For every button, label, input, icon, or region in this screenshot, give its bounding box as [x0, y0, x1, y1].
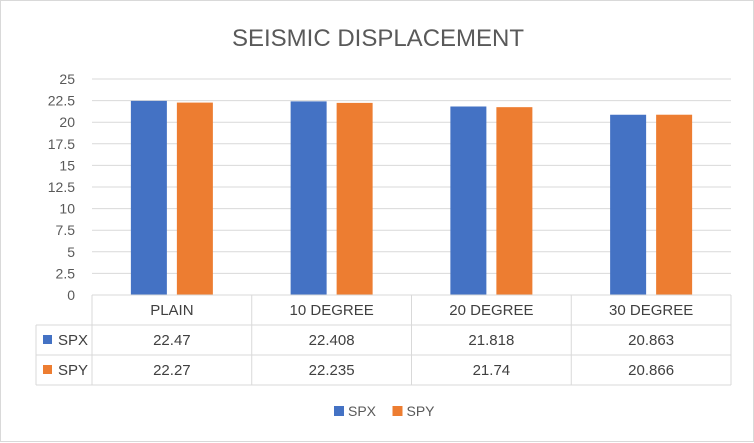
y-tick-label: 2.5 [56, 265, 76, 281]
data-value: 20.863 [628, 332, 674, 349]
legend-swatch-spx [334, 406, 344, 416]
bar-spx-2 [450, 106, 487, 295]
bar-spy-1 [336, 102, 373, 295]
category-label: PLAIN [150, 302, 193, 319]
y-tick-label: 10 [59, 201, 75, 217]
data-value: 21.818 [468, 332, 514, 349]
bar-spx-3 [610, 114, 647, 295]
y-tick-label: 15 [59, 157, 75, 173]
series-label: SPY [58, 362, 88, 379]
legend-key-spx [43, 335, 52, 344]
legend-label: SPY [407, 403, 436, 419]
chart-title: SEISMIC DISPLACEMENT [232, 25, 524, 52]
legend-key-spy [43, 365, 52, 374]
series-label: SPX [58, 332, 88, 349]
y-tick-label: 20 [59, 114, 75, 130]
legend-swatch-spy [392, 406, 403, 416]
bar-spy-0 [176, 102, 213, 296]
bar-spy-2 [496, 107, 533, 295]
y-tick-label: 7.5 [56, 222, 76, 238]
y-tick-label: 12.5 [48, 179, 75, 195]
data-value: 22.235 [309, 362, 355, 379]
category-label: 30 DEGREE [609, 302, 693, 319]
category-label: 20 DEGREE [449, 302, 533, 319]
data-value: 22.47 [153, 332, 191, 349]
y-tick-label: 5 [67, 244, 75, 260]
legend-label: SPX [348, 403, 377, 419]
y-tick-label: 17.5 [48, 136, 75, 152]
y-tick-label: 0 [67, 287, 75, 303]
bar-spx-0 [130, 100, 167, 296]
data-value: 20.866 [628, 362, 674, 379]
category-label: 10 DEGREE [290, 302, 374, 319]
data-value: 21.74 [473, 362, 511, 379]
bar-spx-1 [290, 101, 327, 295]
data-value: 22.27 [153, 362, 191, 379]
bar-spy-3 [656, 114, 693, 295]
y-tick-label: 22.5 [48, 93, 75, 109]
data-value: 22.408 [309, 332, 355, 349]
y-tick-label: 25 [59, 71, 75, 87]
